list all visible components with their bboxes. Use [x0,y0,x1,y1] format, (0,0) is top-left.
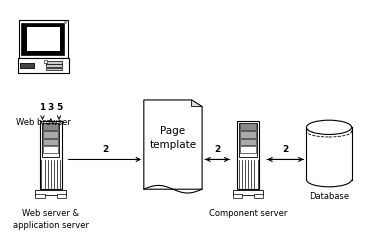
Text: Web browser: Web browser [16,118,71,127]
Text: 1: 1 [39,103,45,112]
Bar [254,194,264,198]
Bar [57,194,66,198]
Bar [306,127,352,180]
Text: 2: 2 [214,144,220,154]
Text: Database: Database [309,192,349,201]
Bar [27,27,60,51]
Bar [241,131,256,138]
Polygon shape [144,100,202,189]
Bar [237,121,259,189]
Bar [43,123,58,130]
Bar [20,63,34,69]
Bar [46,64,62,67]
Text: 3: 3 [48,103,54,112]
Bar [240,123,257,157]
Bar [23,24,64,55]
Bar [35,194,45,198]
Bar [40,121,62,189]
Polygon shape [192,100,202,107]
Bar [35,190,66,195]
Bar [18,58,69,73]
Ellipse shape [306,120,352,134]
Text: 2: 2 [102,144,108,154]
Text: Web server &
application server: Web server & application server [13,209,89,229]
Bar [42,123,59,157]
Bar [43,131,58,138]
Bar [43,139,58,145]
Text: Component server: Component server [209,209,287,218]
Bar [241,123,256,130]
Bar [44,60,47,63]
Bar [233,194,242,198]
Bar [46,68,62,70]
Bar [241,139,256,145]
Text: Page
template: Page template [149,126,197,150]
Text: 5: 5 [56,103,62,112]
Bar [241,146,256,153]
Bar [43,146,58,153]
Bar [46,61,62,64]
Text: 2: 2 [282,144,288,154]
Bar [19,20,68,58]
Bar [233,190,264,195]
